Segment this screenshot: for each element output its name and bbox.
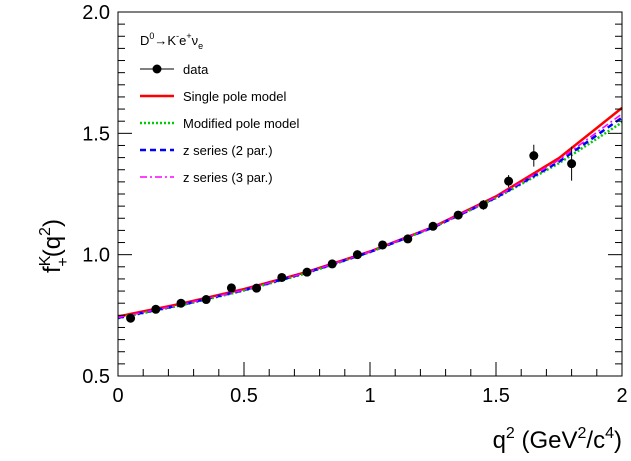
data-point [378, 240, 388, 250]
decay-arrow: →K [154, 33, 176, 48]
decay-k-sup: - [176, 31, 179, 41]
y-axis-arg-open: (q [39, 236, 66, 257]
y-tick-label: 2.0 [82, 2, 110, 24]
data-point [252, 283, 262, 293]
y-axis-sub: + [55, 257, 72, 266]
y-tick-label: 1.5 [82, 123, 110, 145]
data-point [176, 298, 186, 308]
y-axis-title: fK+(q2) [37, 219, 72, 273]
y-axis-arg-sup: 2 [37, 227, 54, 236]
x-axis-end: ) [614, 427, 622, 454]
y-axis-sup: K [37, 255, 54, 266]
data-point [504, 176, 514, 186]
x-tick-label: 2 [616, 385, 627, 407]
data-points [126, 144, 577, 323]
data-point [277, 272, 287, 282]
data-point [478, 200, 488, 210]
legend-decay-label: D0→K-e+νe [140, 31, 203, 51]
data-point [403, 234, 413, 244]
data-point [327, 259, 337, 269]
decay-e: e [179, 33, 186, 48]
x-tick-label: 0.5 [230, 385, 258, 407]
decay-d-sup: 0 [149, 31, 154, 41]
legend-marker-data [152, 64, 162, 74]
data-point [567, 159, 577, 169]
data-point [529, 151, 539, 161]
x-tick-label: 1.5 [482, 385, 510, 407]
legend-label-data: data [183, 62, 209, 77]
y-tick-label: 1.0 [82, 245, 110, 267]
model-curves [117, 106, 623, 320]
data-point [428, 221, 438, 231]
data-point [302, 267, 312, 277]
curve-solid [117, 106, 623, 318]
axis-ticks [117, 11, 623, 377]
legend-label-z3: z series (3 par.) [183, 170, 273, 185]
data-point [126, 313, 136, 323]
x-tick-label: 0 [112, 385, 123, 407]
legend-label-modified-pole: Modified pole model [183, 116, 299, 131]
data-point [201, 295, 211, 305]
x-axis-sup1: 2 [506, 425, 515, 442]
x-axis-base: q [493, 427, 506, 454]
x-tick-label: 1 [364, 385, 375, 407]
legend-label-single-pole: Single pole model [183, 89, 286, 104]
x-axis-title: q2 (GeV2/c4) [493, 425, 622, 454]
data-point [352, 250, 362, 260]
decay-nu: ν [192, 33, 199, 48]
x-axis-sup3: 4 [605, 425, 614, 442]
x-axis-sup2: 2 [578, 425, 587, 442]
x-axis-mid2: /c [586, 427, 605, 454]
legend-label-z2: z series (2 par.) [183, 143, 273, 158]
data-point [226, 283, 236, 293]
data-point [151, 304, 161, 314]
legend: D0→K-e+νe data Single pole model Modifie… [140, 31, 299, 185]
y-tick-label: 0.5 [82, 366, 110, 388]
tick-labels: 0 0.5 1 1.5 20.51.01.52.0 [82, 2, 627, 407]
x-axis-mid: (GeV [515, 427, 578, 454]
data-point [453, 210, 463, 220]
decay-e-sup: + [186, 31, 191, 41]
y-axis-base: f [39, 266, 66, 273]
y-axis-arg-close: ) [39, 219, 66, 227]
decay-nu-sub: e [198, 41, 203, 51]
decay-d: D [140, 33, 149, 48]
